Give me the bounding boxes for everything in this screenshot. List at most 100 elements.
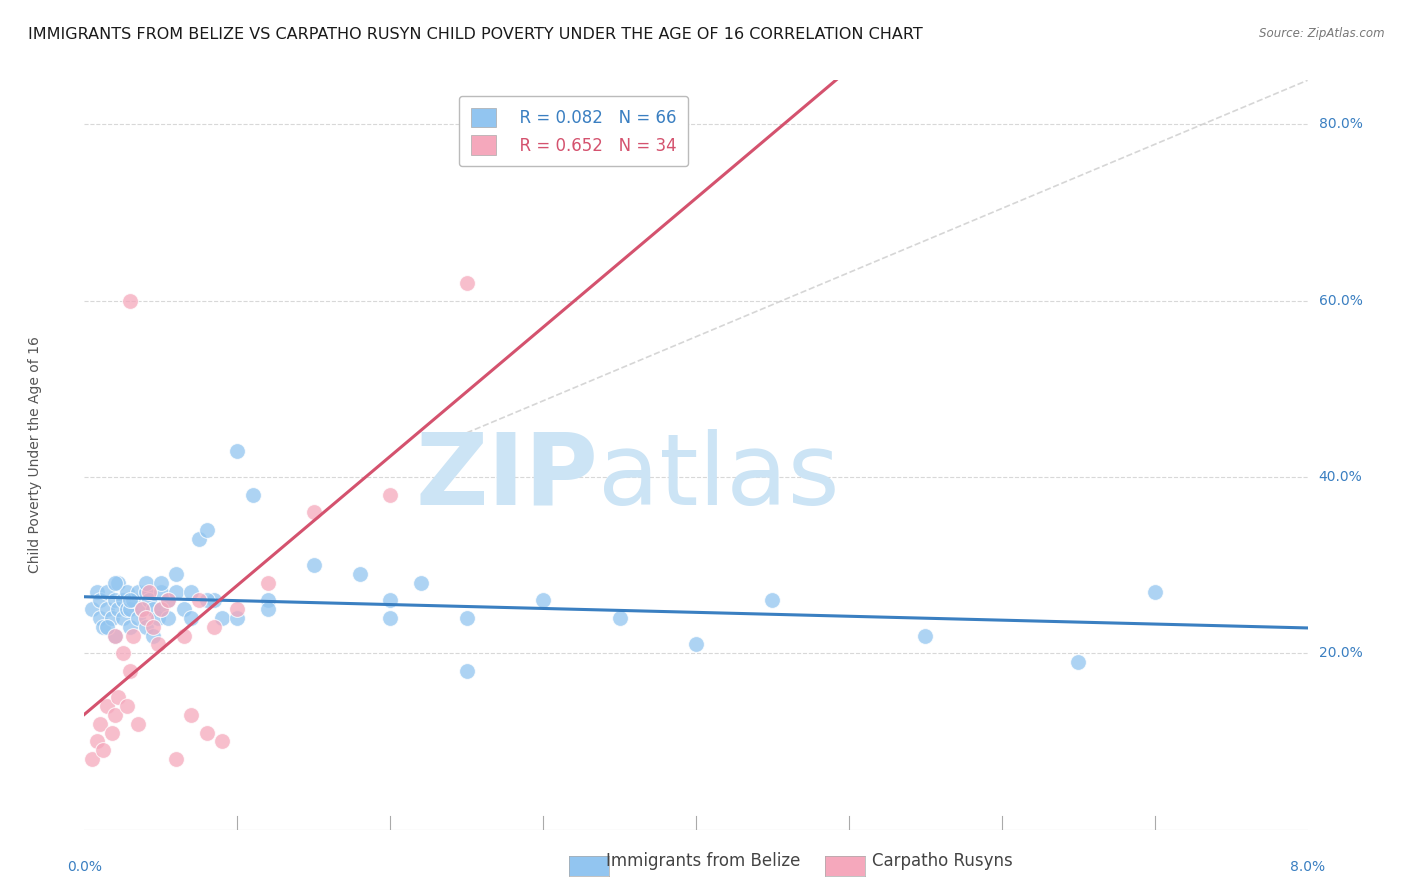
Point xyxy=(104,629,127,643)
Point xyxy=(609,611,631,625)
Point xyxy=(115,602,138,616)
Point xyxy=(91,743,114,757)
Point xyxy=(914,629,936,643)
Point xyxy=(195,593,218,607)
Point xyxy=(131,602,153,616)
Point xyxy=(135,575,157,590)
Text: 60.0%: 60.0% xyxy=(1319,293,1362,308)
Point xyxy=(531,593,554,607)
Point xyxy=(104,708,127,723)
Point xyxy=(142,602,165,616)
Text: Immigrants from Belize: Immigrants from Belize xyxy=(606,852,800,870)
Point xyxy=(120,593,142,607)
Point xyxy=(149,575,172,590)
Point xyxy=(135,611,157,625)
Point xyxy=(104,629,127,643)
Point xyxy=(409,575,432,590)
Point xyxy=(302,505,325,519)
Point xyxy=(111,611,134,625)
Point xyxy=(226,611,249,625)
Point xyxy=(211,734,233,748)
Point xyxy=(89,716,111,731)
Point xyxy=(188,593,211,607)
Point xyxy=(107,602,129,616)
Point xyxy=(111,646,134,660)
Point xyxy=(157,593,180,607)
Point xyxy=(380,611,402,625)
Point xyxy=(380,487,402,501)
Point xyxy=(180,584,202,599)
Point xyxy=(146,611,169,625)
Point xyxy=(120,664,142,678)
Point xyxy=(101,611,124,625)
Point xyxy=(80,752,103,766)
Point xyxy=(685,637,707,651)
Point xyxy=(149,602,172,616)
Point xyxy=(86,734,108,748)
Point xyxy=(96,584,118,599)
Point xyxy=(761,593,783,607)
Point xyxy=(96,699,118,714)
Point xyxy=(142,629,165,643)
Text: Source: ZipAtlas.com: Source: ZipAtlas.com xyxy=(1260,27,1385,40)
Point xyxy=(149,602,172,616)
Point xyxy=(120,620,142,634)
Point xyxy=(257,575,280,590)
Point xyxy=(111,593,134,607)
Point xyxy=(1143,584,1166,599)
Point xyxy=(180,611,202,625)
Point xyxy=(142,620,165,634)
Point xyxy=(173,602,195,616)
Point xyxy=(1067,655,1090,669)
Text: ZIP: ZIP xyxy=(415,429,598,526)
Point xyxy=(226,443,249,458)
Point xyxy=(202,593,225,607)
Text: 0.0%: 0.0% xyxy=(67,860,101,874)
Point xyxy=(180,708,202,723)
Point xyxy=(89,611,111,625)
Point xyxy=(165,566,187,581)
Point xyxy=(165,584,187,599)
Point xyxy=(157,611,180,625)
Point xyxy=(380,593,402,607)
Point xyxy=(135,584,157,599)
Point xyxy=(188,532,211,546)
Point xyxy=(138,593,160,607)
Text: Carpatho Rusyns: Carpatho Rusyns xyxy=(872,852,1012,870)
Point xyxy=(195,725,218,739)
Text: 20.0%: 20.0% xyxy=(1319,647,1362,660)
Point xyxy=(257,593,280,607)
Text: Child Poverty Under the Age of 16: Child Poverty Under the Age of 16 xyxy=(28,336,42,574)
Point xyxy=(127,716,149,731)
Point xyxy=(257,602,280,616)
Point xyxy=(91,620,114,634)
Point xyxy=(122,593,145,607)
Point xyxy=(101,725,124,739)
Point xyxy=(120,293,142,308)
Point xyxy=(173,629,195,643)
Point xyxy=(302,558,325,573)
Point xyxy=(456,611,478,625)
Point xyxy=(86,584,108,599)
Point xyxy=(107,575,129,590)
Point xyxy=(115,699,138,714)
Point xyxy=(127,611,149,625)
Point xyxy=(120,602,142,616)
Point xyxy=(96,620,118,634)
Text: 80.0%: 80.0% xyxy=(1319,118,1362,131)
Point xyxy=(122,629,145,643)
Point xyxy=(456,276,478,290)
Point xyxy=(157,593,180,607)
Point xyxy=(96,602,118,616)
Point xyxy=(202,620,225,634)
Text: 40.0%: 40.0% xyxy=(1319,470,1362,484)
Point xyxy=(146,637,169,651)
Point xyxy=(131,602,153,616)
Point xyxy=(456,664,478,678)
Text: 8.0%: 8.0% xyxy=(1291,860,1324,874)
Text: atlas: atlas xyxy=(598,429,839,526)
Point xyxy=(242,487,264,501)
Point xyxy=(115,584,138,599)
Point xyxy=(226,602,249,616)
Point xyxy=(195,523,218,537)
